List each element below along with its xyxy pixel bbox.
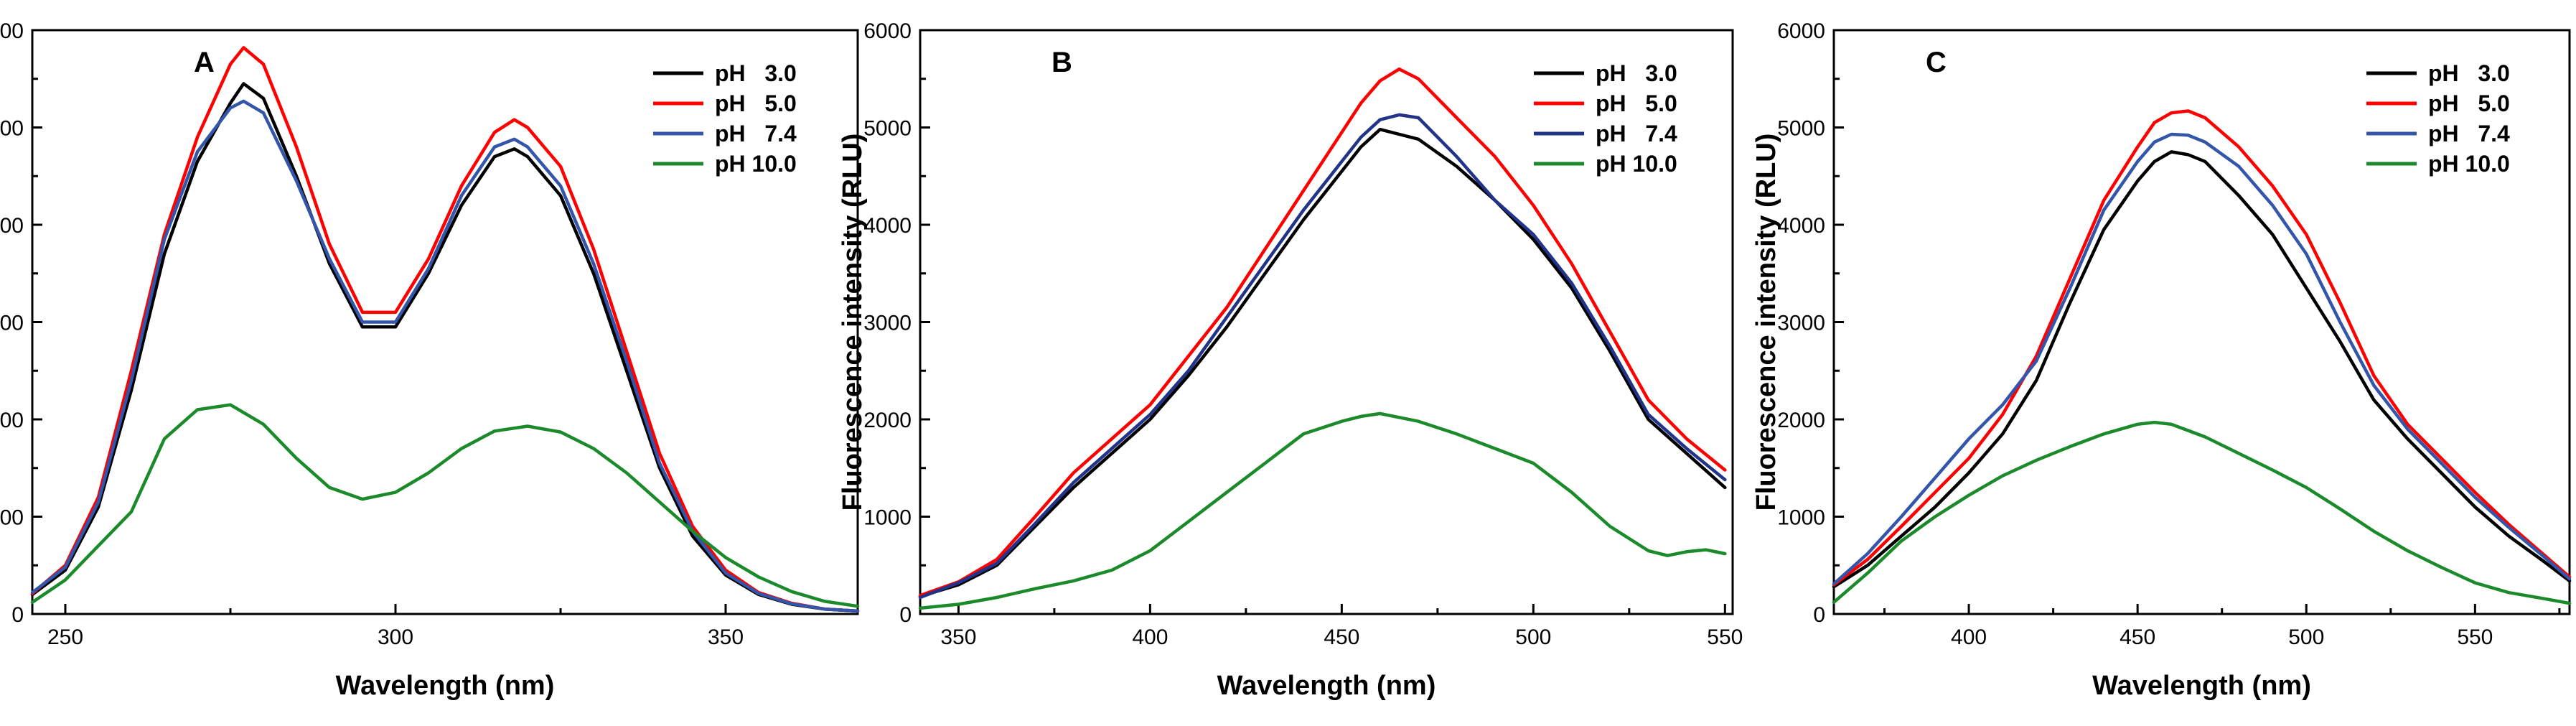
series-line-4 — [1832, 420, 2572, 605]
x-tick-label: 400 — [1951, 625, 1987, 649]
chart-panel-a: 0 1000 2000 3000 4000 5000 6000 250 300 350 Wavele… — [0, 19, 860, 701]
y-tick-label: 3000 — [1777, 312, 1825, 335]
x-axis-title: Wavelength (nm) — [336, 671, 555, 701]
x-tick-label: 350 — [940, 625, 976, 649]
x-tick-label: 400 — [1132, 625, 1168, 649]
x-tick-label: 550 — [2457, 625, 2493, 649]
y-tick-label: 4000 — [1777, 214, 1825, 238]
y-tick-label: 5000 — [0, 117, 24, 141]
series-line-3 — [918, 113, 1727, 600]
x-axis-title: Wavelength (nm) — [2092, 671, 2311, 701]
legend-label: pH 3.0 — [1596, 60, 1677, 86]
legend-label: pH 10.0 — [1596, 151, 1677, 177]
y-axis-title: Fluorescence intensity (RLU) — [838, 134, 868, 511]
x-tick-label: 500 — [1515, 625, 1551, 649]
plot-frame — [31, 29, 859, 615]
y-tick-label: 0 — [11, 603, 24, 627]
y-tick-label: 0 — [1813, 603, 1825, 627]
legend: pH 3.0 pH 5.0 pH 7.4 pH 10.0 — [2366, 60, 2510, 177]
series-line-4 — [30, 403, 860, 608]
chart-panel-b: 0 1000 2000 3000 4000 5000 6000 350 400 450 500 550… — [838, 19, 1743, 701]
y-tick-label: 4000 — [863, 214, 912, 238]
panel-letter: A — [194, 47, 215, 78]
y-tick-label: 6000 — [863, 19, 912, 43]
series-line-1 — [918, 127, 1727, 598]
x-tick-label: 450 — [2120, 625, 2155, 649]
x-tick-label: 550 — [1707, 625, 1743, 649]
legend-label: pH 3.0 — [715, 60, 797, 86]
series-line-1 — [1832, 150, 2572, 589]
series-line-3 — [1832, 132, 2572, 586]
legend-label: pH 10.0 — [715, 151, 797, 177]
y-tick-label: 6000 — [0, 19, 24, 43]
x-tick-label: 500 — [2288, 625, 2324, 649]
legend-label: pH 7.4 — [1596, 121, 1677, 146]
y-tick-label: 2000 — [863, 409, 912, 432]
x-tick-label: 450 — [1324, 625, 1359, 649]
legend-label: pH 7.4 — [715, 121, 797, 146]
y-tick-label: 1000 — [863, 506, 912, 530]
series-line-4 — [918, 411, 1727, 610]
y-tick-label: 1000 — [1777, 506, 1825, 530]
x-axis-title: Wavelength (nm) — [1217, 671, 1436, 701]
legend-label: pH 5.0 — [715, 90, 797, 116]
series-line-2 — [918, 67, 1727, 597]
series-line-1 — [30, 82, 860, 613]
series-line-2 — [1832, 109, 2572, 587]
legend-label: pH 5.0 — [2428, 90, 2510, 116]
legend-label: pH 7.4 — [2428, 121, 2510, 146]
series-line-2 — [30, 46, 860, 613]
x-tick-label: 250 — [47, 625, 83, 649]
y-tick-label: 5000 — [1777, 117, 1825, 141]
y-tick-label: 2000 — [0, 409, 24, 432]
y-tick-label: 4000 — [0, 214, 24, 238]
legend-label: pH 10.0 — [2428, 151, 2510, 177]
legend: pH 3.0 pH 5.0 pH 7.4 pH 10.0 — [1534, 60, 1677, 177]
legend-label: pH 3.0 — [2428, 60, 2510, 86]
series-line-3 — [30, 99, 860, 613]
y-tick-label: 1000 — [0, 506, 24, 530]
y-tick-label: 3000 — [0, 312, 24, 335]
panel-letter: C — [1926, 47, 1947, 78]
y-tick-label: 2000 — [1777, 409, 1825, 432]
y-tick-label: 5000 — [863, 117, 912, 141]
y-tick-label: 3000 — [863, 312, 912, 335]
x-tick-label: 300 — [378, 625, 413, 649]
legend: pH 3.0 pH 5.0 pH 7.4 pH 10.0 — [653, 60, 797, 177]
chart-panel-c: 0 1000 2000 3000 4000 5000 6000 400 450 500 550 Wav… — [1751, 19, 2572, 701]
panel-letter: B — [1052, 47, 1072, 78]
y-tick-label: 0 — [899, 603, 912, 627]
legend-label: pH 5.0 — [1596, 90, 1677, 116]
y-axis-title: Fluorescence intensity (RLU) — [1751, 134, 1781, 511]
x-tick-label: 350 — [708, 625, 744, 649]
y-tick-label: 6000 — [1777, 19, 1825, 43]
